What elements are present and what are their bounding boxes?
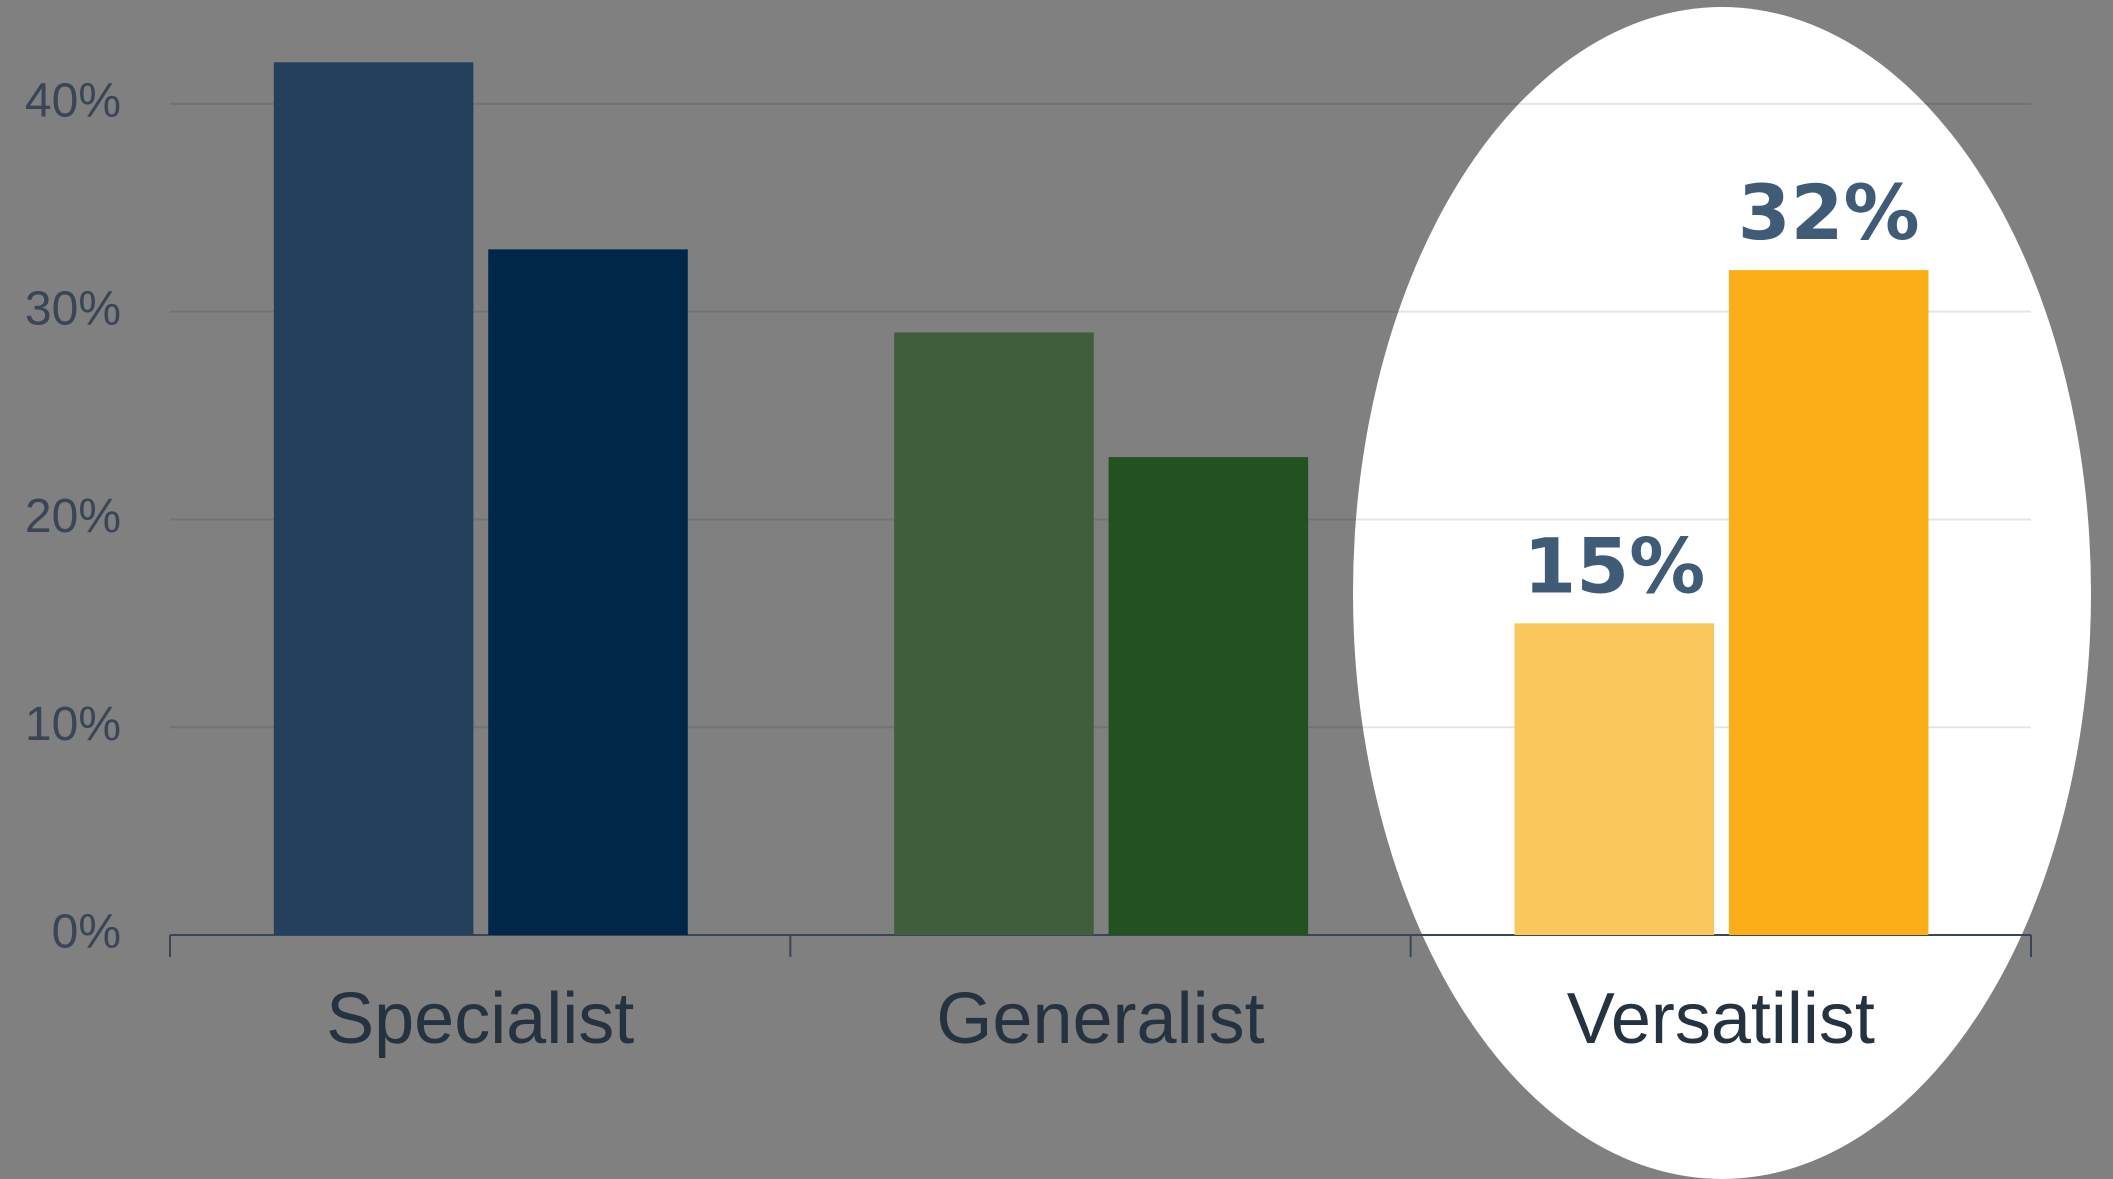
- bar: [894, 332, 1094, 935]
- data-label: 15%: [1523, 521, 1705, 610]
- data-label: 32%: [1738, 168, 1920, 257]
- y-tick-label: 20%: [25, 490, 121, 543]
- bar: [1728, 270, 1929, 936]
- y-tick-label: 40%: [25, 75, 121, 128]
- bar: [273, 62, 474, 936]
- bar: [1108, 457, 1309, 935]
- x-tick-label: Generalist: [936, 979, 1264, 1059]
- x-tick-label: Versatilist: [1567, 979, 1875, 1059]
- y-tick-label: 10%: [25, 698, 121, 751]
- y-tick-label: 0%: [52, 906, 121, 959]
- x-tick-label: Specialist: [326, 979, 634, 1059]
- bar: [488, 249, 688, 936]
- y-tick-label: 30%: [25, 282, 121, 335]
- bar: [1514, 623, 1715, 935]
